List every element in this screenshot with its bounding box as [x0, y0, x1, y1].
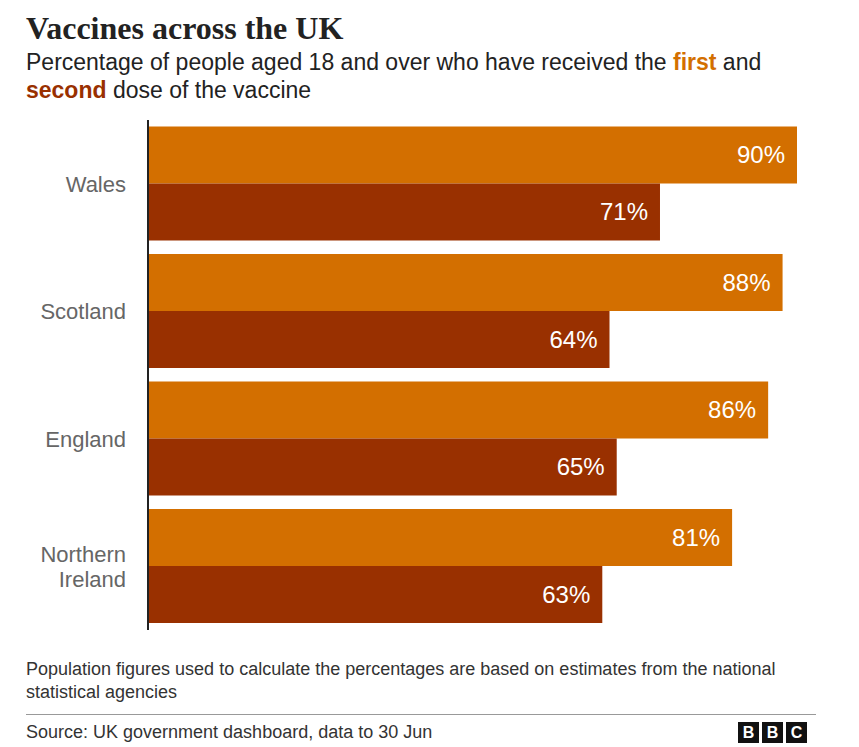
svg-text:64%: 64% [549, 326, 597, 353]
html-text:Vaccines across the UK: Vaccines across the UK [26, 10, 344, 46]
svg-text:England: England [45, 426, 126, 451]
svg-text:71%: 71% [600, 198, 648, 225]
html-text:Percentage of people aged 18 a: Percentage of people aged 18 and over wh… [26, 49, 762, 75]
html-text:Population figures used to cal: Population figures used to calculate the… [26, 659, 776, 702]
html-text:C: C [790, 724, 803, 741]
html-text:second dose of the vaccine: second dose of the vaccine [26, 77, 312, 103]
svg-text:86%: 86% [708, 396, 756, 423]
svg-text:63%: 63% [542, 581, 590, 608]
svg-text:81%: 81% [672, 524, 720, 551]
svg-text:65%: 65% [557, 453, 605, 480]
html-text:B: B [766, 724, 779, 741]
svg-text:Scotland: Scotland [40, 299, 126, 324]
svg-text:90%: 90% [737, 141, 785, 168]
html-text:B: B [742, 724, 755, 741]
html-text:Source: UK government dashboar: Source: UK government dashboard, data to… [26, 722, 433, 742]
svg-text:NorthernIreland: NorthernIreland [40, 541, 126, 591]
svg-text:Wales: Wales [66, 171, 126, 196]
svg-text:88%: 88% [723, 269, 771, 296]
